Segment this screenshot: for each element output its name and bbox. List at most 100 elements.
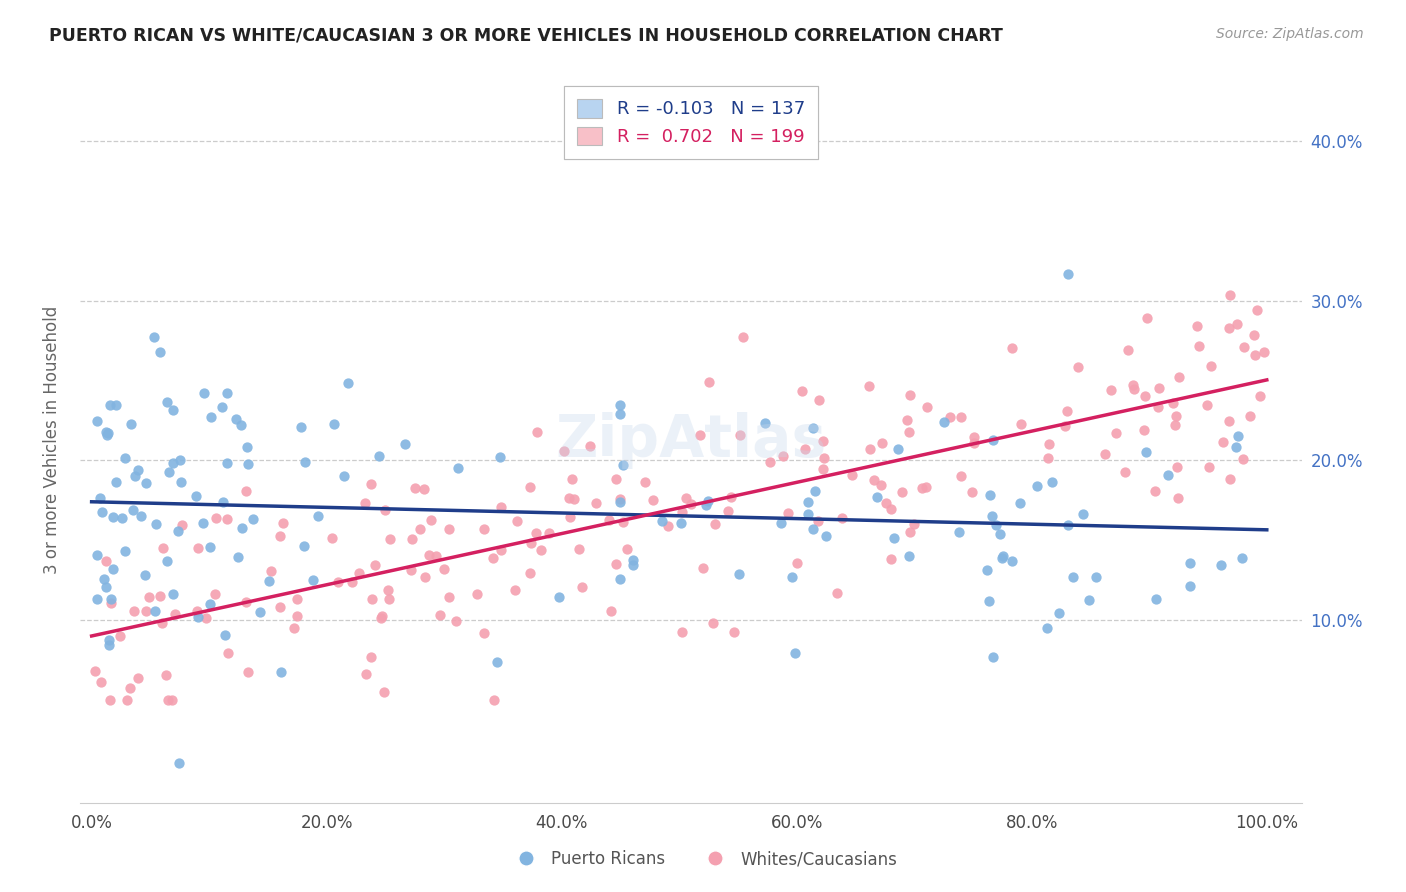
Point [94, 580, 117, 594]
Point [679, 497, 702, 511]
Point [134, 567, 156, 582]
Point [948, 524, 970, 539]
Point [723, 624, 745, 639]
Point [135, 475, 157, 490]
Point [1218, 321, 1240, 335]
Point [780, 570, 803, 584]
Point [446, 614, 468, 628]
Point [96, 427, 118, 442]
Point [979, 488, 1001, 502]
Point [486, 655, 509, 669]
Point [1062, 570, 1084, 584]
Point [903, 516, 925, 531]
Point [783, 646, 806, 660]
Point [600, 604, 623, 618]
Point [433, 562, 456, 576]
Point [841, 467, 863, 482]
Point [984, 517, 1007, 532]
Point [86, 414, 108, 428]
Point [91, 505, 114, 519]
Point [689, 427, 711, 442]
Point [100, 595, 122, 609]
Point [145, 517, 167, 532]
Point [149, 344, 172, 359]
Point [184, 490, 207, 504]
Point [991, 551, 1014, 566]
Point [811, 462, 834, 476]
Point [418, 549, 440, 563]
Point [579, 439, 602, 453]
Point [526, 425, 548, 439]
Point [285, 591, 308, 606]
Point [1105, 425, 1128, 440]
Point [162, 456, 184, 470]
Point [150, 615, 173, 630]
Point [702, 615, 724, 630]
Point [520, 535, 543, 549]
Point [157, 465, 180, 479]
Point [86, 592, 108, 607]
Point [858, 378, 880, 392]
Point [1166, 460, 1188, 475]
Point [671, 505, 693, 519]
Point [1164, 418, 1187, 433]
Point [697, 494, 720, 508]
Point [730, 428, 752, 442]
Point [1099, 383, 1122, 397]
Point [323, 417, 346, 431]
Point [1178, 556, 1201, 570]
Point [505, 583, 527, 598]
Point [548, 590, 571, 604]
Point [1218, 288, 1240, 302]
Point [332, 468, 354, 483]
Point [170, 518, 193, 533]
Point [886, 442, 908, 457]
Point [89, 491, 111, 505]
Point [162, 587, 184, 601]
Point [124, 468, 146, 483]
Point [204, 587, 226, 601]
Point [863, 473, 886, 487]
Point [1249, 389, 1271, 403]
Point [1135, 389, 1157, 403]
Point [939, 410, 962, 425]
Point [1147, 400, 1170, 414]
Point [360, 649, 382, 664]
Point [1227, 429, 1250, 443]
Point [155, 668, 177, 682]
Point [412, 482, 434, 496]
Point [1233, 340, 1256, 354]
Point [162, 402, 184, 417]
Point [111, 511, 134, 525]
Point [191, 516, 214, 530]
Point [321, 531, 343, 545]
Point [439, 522, 461, 536]
Point [733, 329, 755, 343]
Point [1219, 472, 1241, 486]
Point [439, 590, 461, 604]
Point [374, 503, 396, 517]
Point [813, 451, 835, 466]
Point [519, 566, 541, 580]
Point [657, 519, 679, 533]
Point [217, 456, 239, 470]
Point [675, 491, 697, 505]
Point [269, 599, 291, 614]
Point [105, 399, 128, 413]
Point [1225, 317, 1247, 331]
Point [166, 524, 188, 538]
Point [1135, 444, 1157, 458]
Point [187, 610, 209, 624]
Point [1239, 409, 1261, 424]
Point [1078, 593, 1101, 607]
Point [217, 511, 239, 525]
Legend: Puerto Ricans, Whites/Caucasians: Puerto Ricans, Whites/Caucasians [502, 844, 904, 875]
Point [991, 549, 1014, 563]
Point [160, 692, 183, 706]
Point [156, 554, 179, 568]
Point [425, 549, 447, 563]
Point [211, 495, 233, 509]
Point [472, 522, 495, 536]
Point [801, 421, 824, 435]
Point [149, 589, 172, 603]
